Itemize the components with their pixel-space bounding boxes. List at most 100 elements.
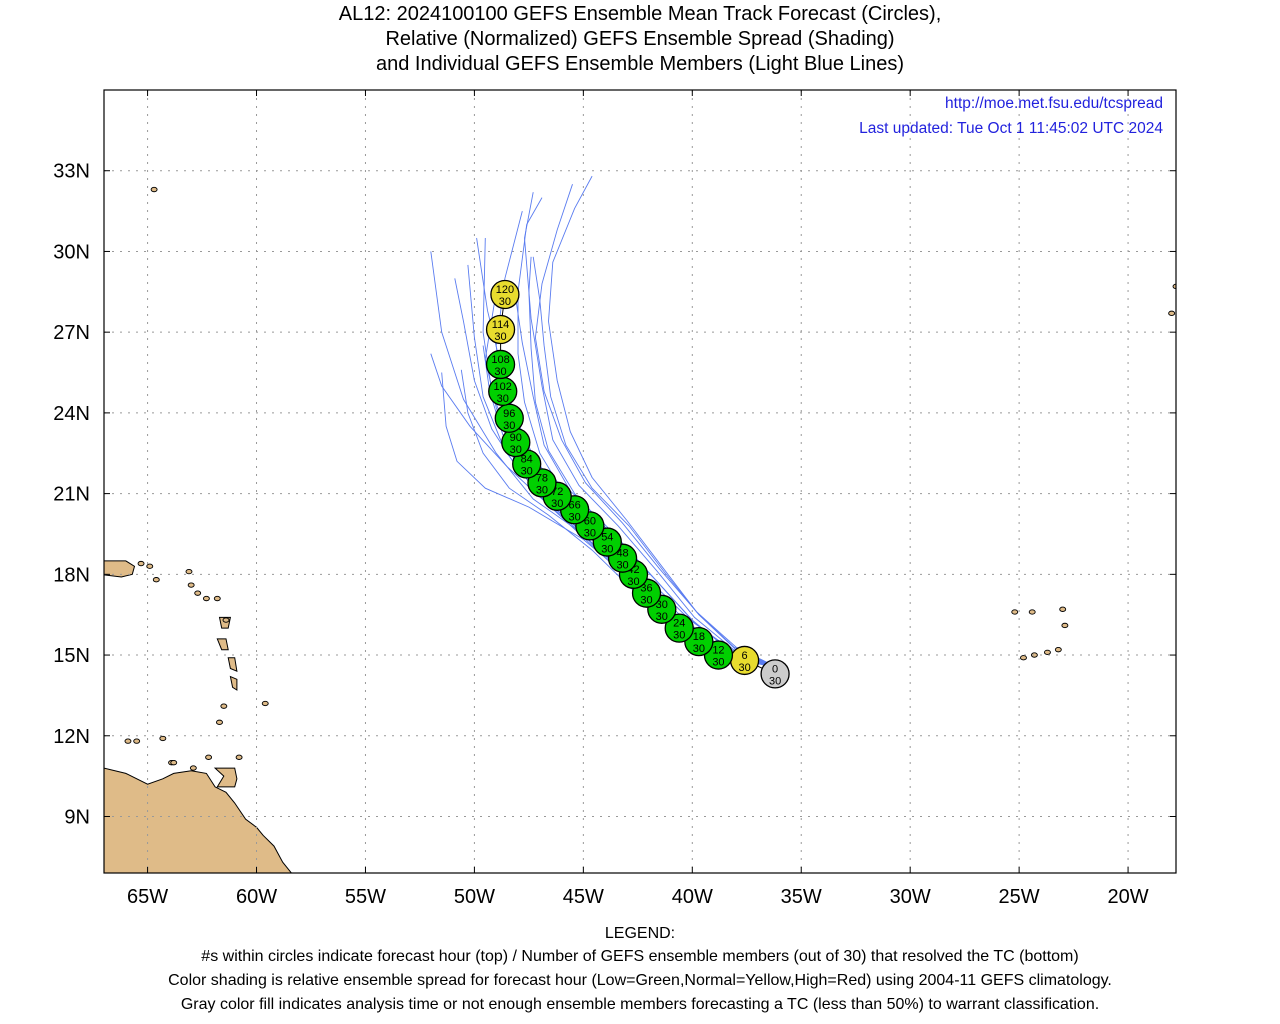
member-count-label: 30 [499, 296, 511, 308]
island [1172, 283, 1176, 290]
title-line-3: and Individual GEFS Ensemble Members (Li… [375, 53, 905, 75]
island [1030, 652, 1038, 658]
member-count-label: 30 [551, 498, 563, 510]
member-count-label: 30 [738, 662, 750, 674]
island [202, 595, 210, 602]
member-count-label: 30 [494, 331, 506, 343]
lat-tick-label: 30N [53, 241, 90, 263]
forecast-hour-label: 60 [584, 515, 596, 527]
ensemble-member-line [430, 353, 780, 669]
legend-line-1: #s within circles indicate forecast hour… [201, 948, 1079, 965]
island [1011, 609, 1019, 615]
member-count-label: 30 [584, 527, 596, 539]
lon-tick-label: 20W [1108, 886, 1149, 908]
member-count-label: 30 [640, 595, 652, 607]
ensemble-member-line [441, 372, 780, 669]
member-count-label: 30 [627, 576, 639, 588]
forecast-hour-label: 36 [640, 583, 652, 595]
island [1054, 647, 1062, 653]
land-polygon [104, 767, 293, 873]
track-circle [485, 314, 516, 345]
island [152, 577, 160, 583]
forecast-hour-label: 12 [712, 645, 724, 657]
land-polygon [213, 767, 238, 788]
track-point: 630 [729, 645, 760, 676]
grid-layer [104, 90, 1176, 873]
ensemble-members-layer [430, 175, 780, 669]
island [133, 738, 141, 744]
islands-layer [124, 186, 1176, 771]
forecast-hour-label: 120 [496, 284, 514, 296]
land-polygon [104, 560, 136, 578]
lon-tick-label: 35W [781, 886, 822, 908]
title-line-2: Relative (Normalized) GEFS Ensemble Spre… [385, 28, 895, 50]
member-count-label: 30 [769, 675, 781, 687]
track-circle [760, 659, 790, 689]
lat-tick-label: 12N [53, 726, 90, 748]
island [137, 560, 145, 567]
member-count-label: 30 [673, 630, 685, 642]
island [1059, 606, 1067, 612]
island [222, 617, 230, 623]
island [205, 754, 213, 760]
axis-ticks: 65W 60W 55W 50W 45W 40W 35W 30W 25W 20W 9N 12N 15N 18… [53, 90, 1176, 908]
lat-tick-label: 18N [53, 564, 90, 586]
lon-tick-label: 60W [236, 886, 277, 908]
island [235, 754, 243, 760]
island [189, 765, 197, 771]
track-circle [664, 613, 694, 643]
island [1168, 310, 1176, 316]
lat-tick-label: 24N [53, 403, 90, 425]
lat-tick-label: 9N [64, 806, 90, 828]
land-polygon [227, 657, 238, 673]
member-count-label: 30 [497, 393, 509, 405]
track-point: 030 [760, 659, 790, 689]
lon-tick-label: 65W [127, 886, 168, 908]
forecast-hour-label: 0 [772, 663, 778, 675]
member-count-label: 30 [536, 484, 548, 496]
plot-area: 0306301230183024303030363042304830543060… [104, 90, 1176, 873]
legend-line-3: Gray color fill indicates analysis time … [180, 996, 1100, 1013]
forecast-hour-label: 18 [693, 631, 705, 643]
island [185, 568, 193, 575]
lon-tick-label: 25W [999, 886, 1040, 908]
member-count-label: 30 [569, 511, 581, 523]
lat-tick-label: 15N [53, 645, 90, 667]
forecast-hour-label: 90 [510, 432, 522, 444]
last-updated: Last updated: Tue Oct 1 11:45:02 UTC 202… [859, 120, 1163, 137]
member-count-label: 30 [503, 420, 515, 432]
lon-tick-label: 40W [672, 886, 713, 908]
forecast-hour-label: 30 [656, 599, 668, 611]
ensemble-member-line [532, 256, 780, 669]
track-circle [485, 349, 516, 380]
lat-tick-label: 21N [53, 484, 90, 506]
member-count-label: 30 [494, 366, 506, 378]
forecast-hour-label: 96 [503, 408, 515, 420]
lat-tick-label: 27N [53, 322, 90, 344]
island [261, 700, 269, 707]
track-circle [490, 279, 520, 310]
island [1020, 655, 1027, 661]
lon-tick-label: 30W [890, 886, 931, 908]
forecast-hour-label: 114 [492, 319, 510, 331]
ensemble-member-line [534, 184, 780, 669]
member-count-label: 30 [712, 657, 724, 669]
ensemble-member-line [482, 345, 780, 669]
island [194, 590, 202, 596]
forecast-hour-label: 54 [601, 532, 613, 544]
member-count-label: 30 [693, 643, 705, 655]
lon-tick-label: 45W [563, 886, 604, 908]
lon-tick-label: 55W [345, 886, 386, 908]
member-count-label: 30 [601, 544, 613, 556]
mean-track-layer: 0306301230183024303030363042304830543060… [485, 279, 790, 689]
land-layer [104, 560, 293, 873]
forecast-hour-label: 108 [491, 354, 509, 366]
island [146, 563, 154, 569]
